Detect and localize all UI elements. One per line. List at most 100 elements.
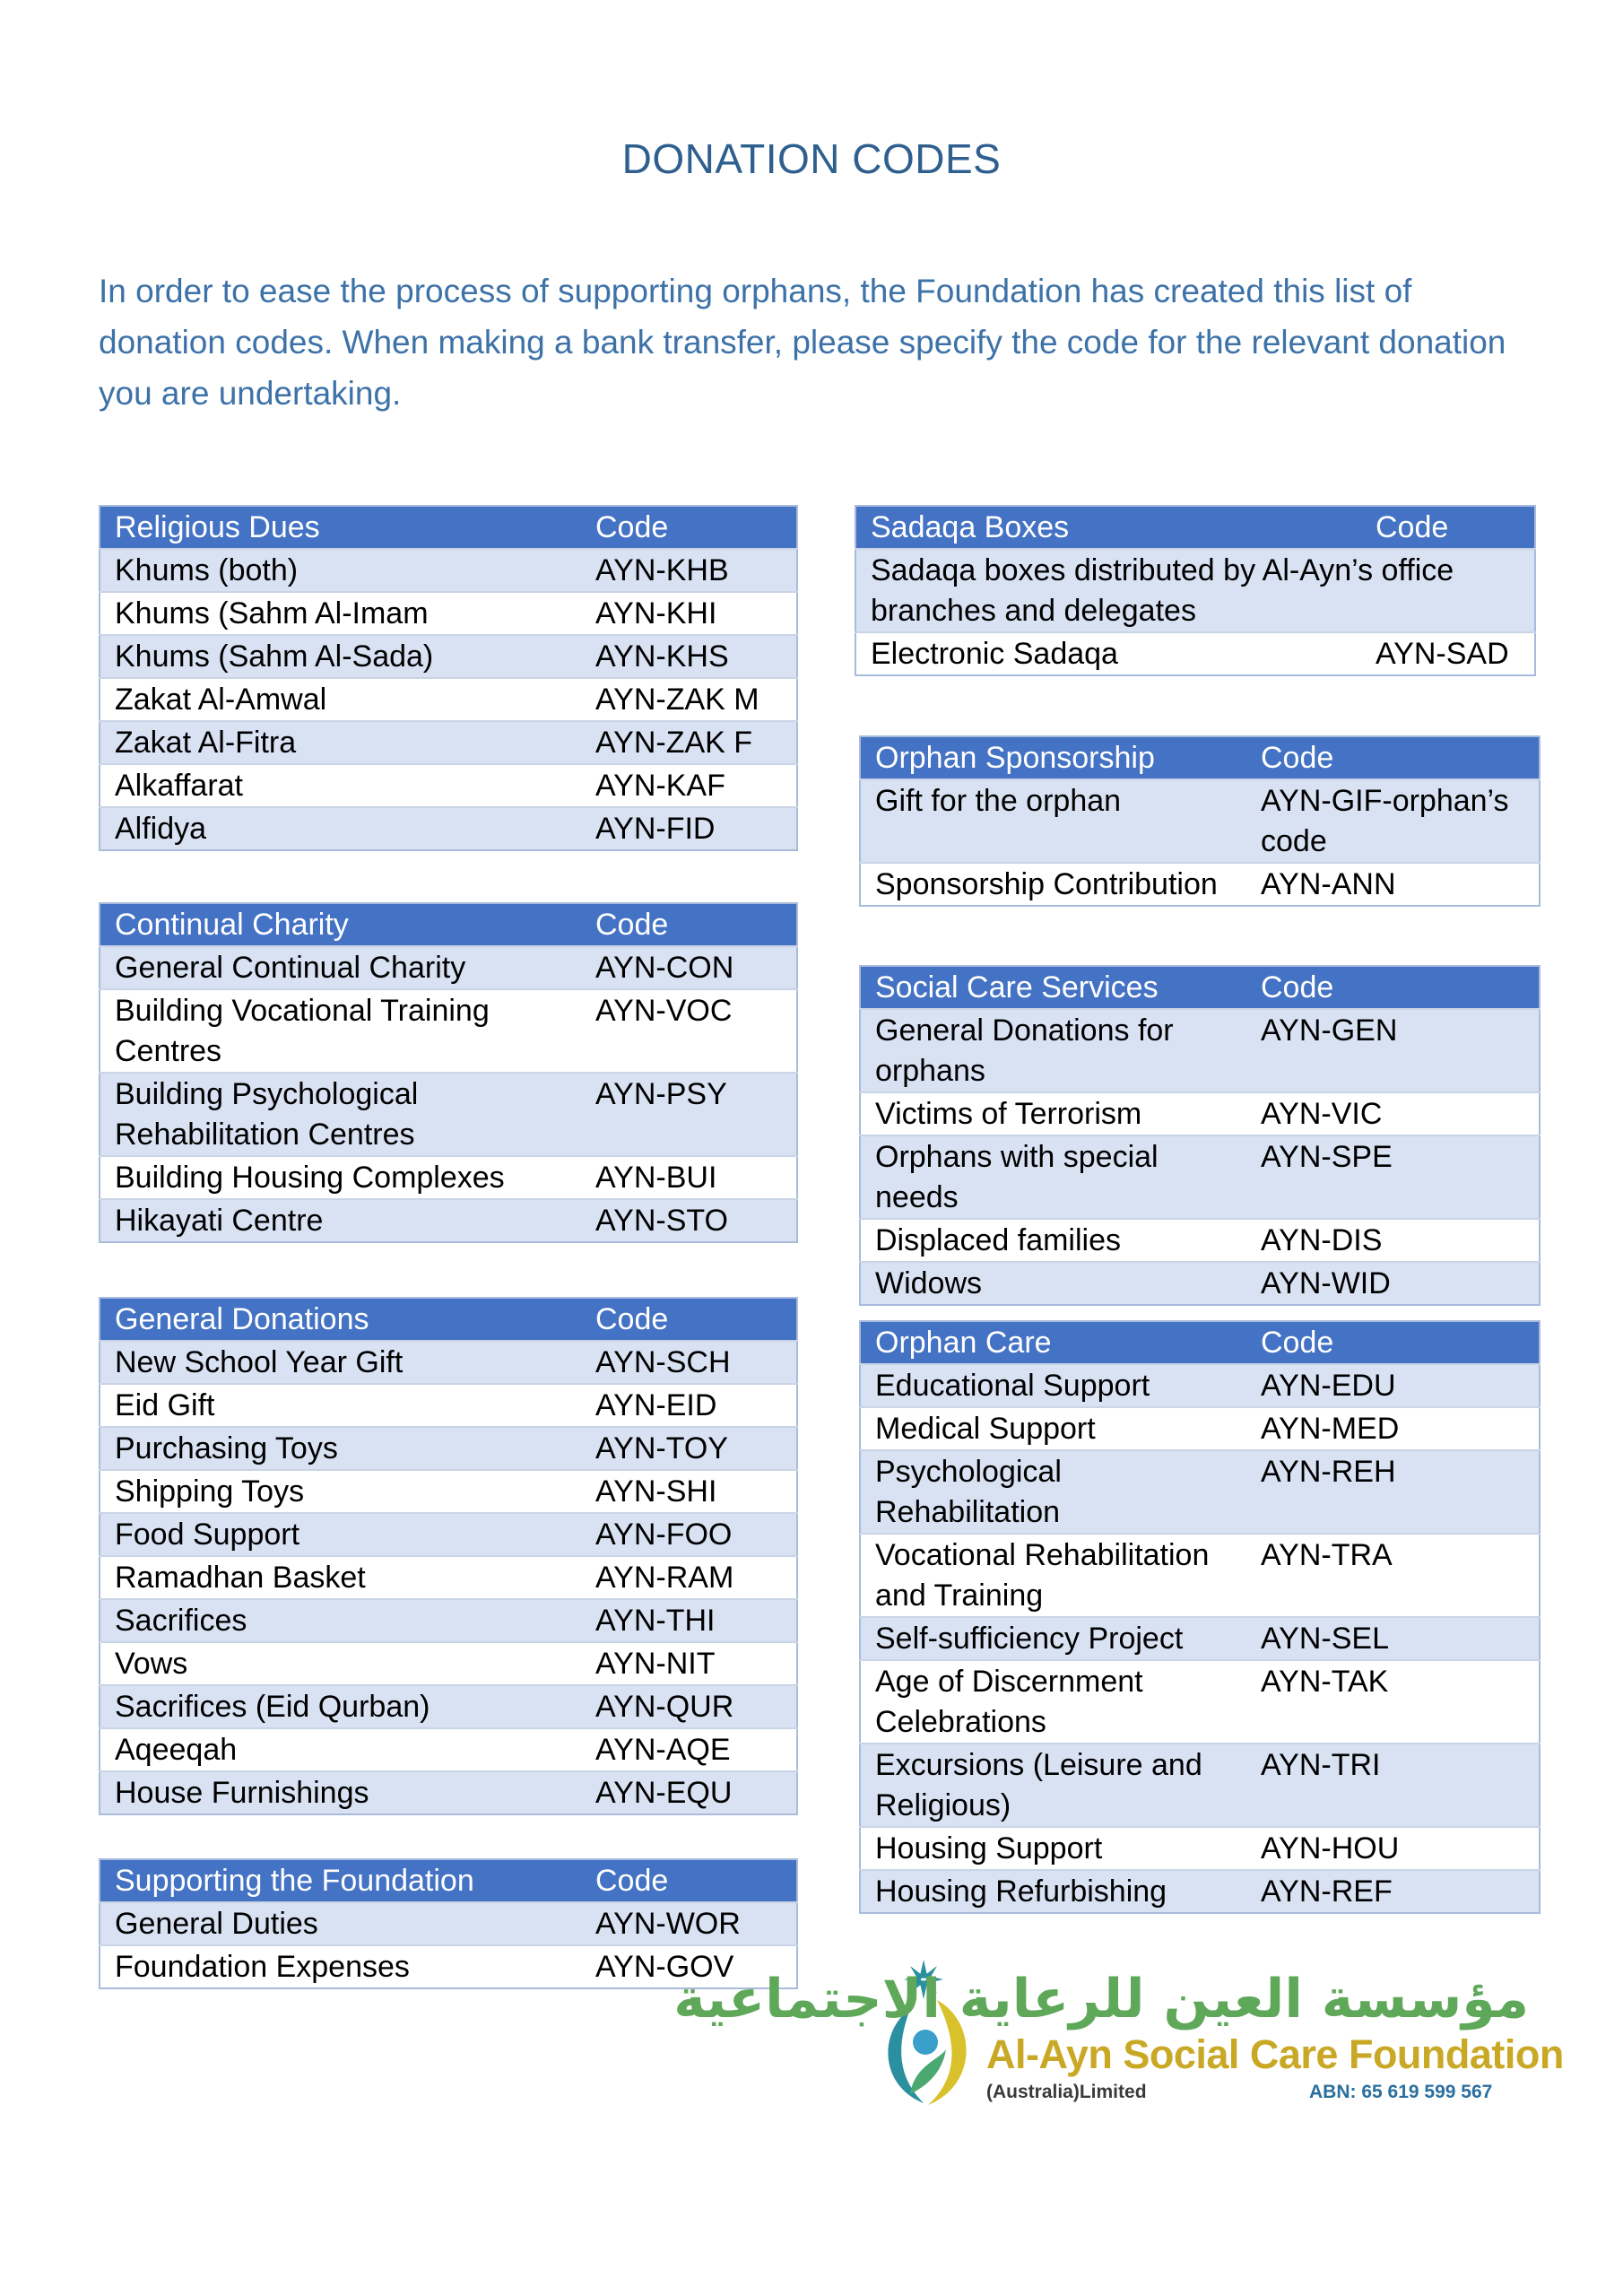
table-header-row: Religious Dues Code <box>100 506 797 549</box>
donation-code: AYN-GEN <box>1246 1008 1540 1092</box>
logo-emblem-icon <box>888 1960 967 2105</box>
general-donations-table: General Donations Code New School Year Gif… <box>99 1297 798 1815</box>
page-title: DONATION CODES <box>621 135 1002 182</box>
donation-name: Ramadhan Basket <box>100 1555 581 1599</box>
table-header-category: Orphan Care <box>860 1321 1246 1364</box>
donation-name: New School Year Gift <box>100 1340 581 1384</box>
donation-code: AYN-SPE <box>1246 1135 1540 1219</box>
table-row: Building Housing Complexes AYN-BUI <box>100 1155 797 1199</box>
table-row: General Donations for orphans AYN-GEN <box>860 1008 1540 1092</box>
donation-code: AYN-REF <box>1246 1869 1540 1913</box>
donation-name: Shipping Toys <box>100 1469 581 1513</box>
donation-name: House Furnishings <box>100 1770 581 1814</box>
table-row: Medical Support AYN-MED <box>860 1406 1540 1450</box>
donation-name: Alkaffarat <box>100 763 581 807</box>
logo-arabic-name: مؤسسة العين للرعاية الاجتماعية <box>673 1968 1529 2031</box>
donation-code: AYN-MED <box>1246 1406 1540 1450</box>
donation-code: AYN-TAK <box>1246 1659 1540 1744</box>
table-row: Alkaffarat AYN-KAF <box>100 763 797 807</box>
table-row: Educational Support AYN-EDU <box>860 1363 1540 1407</box>
table-header-category: General Donations <box>100 1298 581 1341</box>
donation-code: AYN-FID <box>581 806 797 850</box>
donation-name: Widows <box>860 1261 1246 1305</box>
donation-name: General Duties <box>100 1901 581 1945</box>
donation-code: AYN-VIC <box>1246 1091 1540 1135</box>
table-row: Khums (Sahm Al-Sada) AYN-KHS <box>100 634 797 678</box>
table-row: Building Vocational Training Centres AYN-… <box>100 988 797 1073</box>
donation-name: Sacrifices (Eid Qurban) <box>100 1684 581 1728</box>
donation-name: Khums (Sahm Al-Sada) <box>100 634 581 678</box>
table-row: Food Support AYN-FOO <box>100 1512 797 1556</box>
donation-name: Zakat Al-Amwal <box>100 677 581 721</box>
donation-code: AYN-KHI <box>581 591 797 635</box>
donation-code: AYN-ANN <box>1246 862 1540 906</box>
table-header-category: Sadaqa Boxes <box>855 506 1361 549</box>
donation-code: AYN-SAD <box>1361 631 1535 675</box>
donation-name: Sponsorship Contribution <box>860 862 1246 906</box>
donation-name: Age of Discernment Celebrations <box>860 1659 1246 1744</box>
religious-dues-table: Religious Dues Code Khums (both) AYN-KHB Khu… <box>99 505 798 851</box>
table-row: Self-sufficiency Project AYN-SEL <box>860 1616 1540 1660</box>
table-header-row: Orphan Sponsorship Code <box>860 736 1540 779</box>
intro-paragraph: In order to ease the process of supporti… <box>99 273 1506 412</box>
table-row: House Furnishings AYN-EQU <box>100 1770 797 1814</box>
donation-name: Khums (both) <box>100 548 581 592</box>
table-header-code: Code <box>581 1298 797 1341</box>
donation-name: Psychological Rehabilitation <box>860 1449 1246 1534</box>
logo-english-name: Al-Ayn Social Care Foundation <box>986 2031 1564 2077</box>
donation-name: Hikayati Centre <box>100 1198 581 1242</box>
table-header-code: Code <box>1246 1321 1540 1364</box>
donation-code: AYN-PSY <box>581 1072 797 1156</box>
table-row: Sponsorship Contribution AYN-ANN <box>860 862 1540 906</box>
donation-code: AYN-CON <box>581 945 797 989</box>
donation-code: AYN-TRA <box>1246 1533 1540 1617</box>
table-row: Gift for the orphan AYN-GIF-orphan’s code <box>860 778 1540 863</box>
table-note-row: Sadaqa boxes distributed by Al-Ayn’s off… <box>855 548 1535 632</box>
donation-code: AYN-TOY <box>581 1426 797 1470</box>
table-header-row: Supporting the Foundation Code <box>100 1859 797 1902</box>
donation-name: Building Psychological Rehabilitation Ce… <box>100 1072 581 1156</box>
table-row: Hikayati Centre AYN-STO <box>100 1198 797 1242</box>
table-row: Sacrifices AYN-THI <box>100 1598 797 1642</box>
table-header-code: Code <box>581 1859 797 1902</box>
table-row: New School Year Gift AYN-SCH <box>100 1340 797 1384</box>
donation-code: AYN-NIT <box>581 1641 797 1685</box>
donation-name: Foundation Expenses <box>100 1944 581 1988</box>
donation-code: AYN-VOC <box>581 988 797 1073</box>
logo-subtitle: (Australia)Limited <box>986 2082 1147 2102</box>
donation-name: Food Support <box>100 1512 581 1556</box>
donation-name: Zakat Al-Fitra <box>100 720 581 764</box>
table-header-category: Orphan Sponsorship <box>860 736 1246 779</box>
donation-code: AYN-KHB <box>581 548 797 592</box>
donation-name: Gift for the orphan <box>860 778 1246 863</box>
table-header-code: Code <box>1361 506 1535 549</box>
donation-code: AYN-KAF <box>581 763 797 807</box>
table-row: Excursions (Leisure and Religious) AYN-TR… <box>860 1743 1540 1827</box>
donation-name: Displaced families <box>860 1218 1246 1262</box>
table-row: General Duties AYN-WOR <box>100 1901 797 1945</box>
donation-code: AYN-QUR <box>581 1684 797 1728</box>
table-note: Sadaqa boxes distributed by Al-Ayn’s off… <box>855 548 1535 632</box>
table-header-row: Social Care Services Code <box>860 966 1540 1009</box>
table-row: Age of Discernment Celebrations AYN-TAK <box>860 1659 1540 1744</box>
table-header-category: Continual Charity <box>100 903 581 946</box>
donation-code: AYN-STO <box>581 1198 797 1242</box>
donation-name: Victims of Terrorism <box>860 1091 1246 1135</box>
donation-code: AYN-SEL <box>1246 1616 1540 1660</box>
table-header-category: Social Care Services <box>860 966 1246 1009</box>
table-header-row: Orphan Care Code <box>860 1321 1540 1364</box>
donation-code: AYN-SHI <box>581 1469 797 1513</box>
donation-code: AYN-HOU <box>1246 1826 1540 1870</box>
donation-name: Building Vocational Training Centres <box>100 988 581 1073</box>
table-row: General Continual Charity AYN-CON <box>100 945 797 989</box>
table-row: Shipping Toys AYN-SHI <box>100 1469 797 1513</box>
table-row: Orphans with special needs AYN-SPE <box>860 1135 1540 1219</box>
donation-name: Building Housing Complexes <box>100 1155 581 1199</box>
donation-code: AYN-EID <box>581 1383 797 1427</box>
table-header-code: Code <box>581 903 797 946</box>
table-row: Eid Gift AYN-EID <box>100 1383 797 1427</box>
table-row: Foundation Expenses AYN-GOV <box>100 1944 797 1988</box>
table-row: Vows AYN-NIT <box>100 1641 797 1685</box>
logo-abn: ABN: 65 619 599 567 <box>1309 2082 1493 2102</box>
donation-name: Aqeeqah <box>100 1727 581 1771</box>
